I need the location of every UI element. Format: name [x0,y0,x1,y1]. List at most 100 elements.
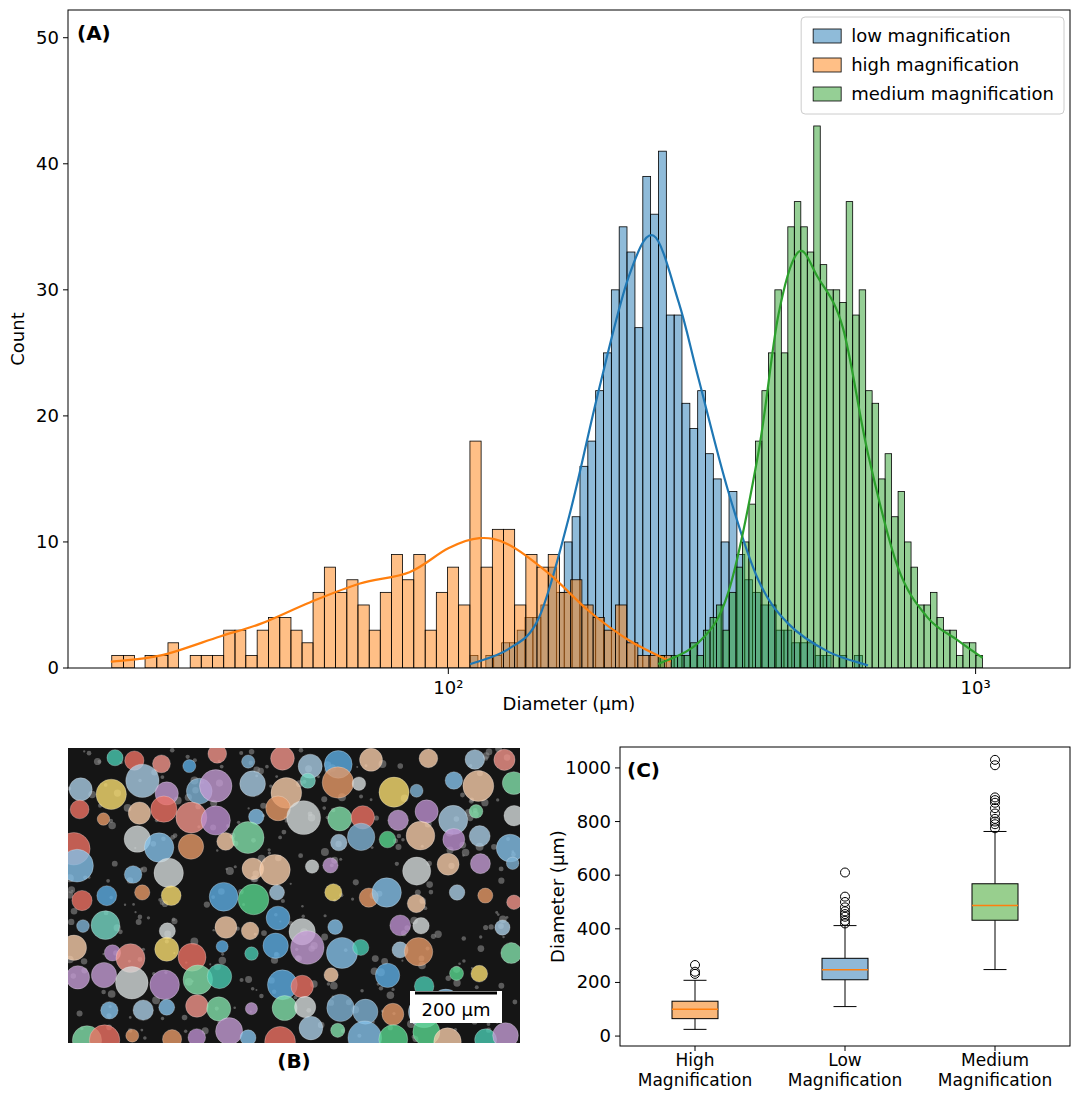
kde-line [658,251,982,664]
y-tick-label: 20 [36,405,59,426]
debris [239,751,243,755]
tick-label-line: High [675,1050,714,1070]
x-tick-label: 10³ [961,677,991,698]
debris [360,989,363,992]
particle [159,999,175,1015]
debris [356,766,358,768]
particle [266,906,290,930]
scale-bar-label: 200 µm [421,999,490,1020]
y-tick-label: 200 [577,971,611,992]
whisker [695,1019,696,1030]
whisker [695,980,696,1001]
particle [494,749,515,770]
histogram-bar [347,580,358,668]
histogram-bar [730,592,736,668]
debris [134,911,136,913]
debris [462,849,469,856]
debris [275,775,278,778]
y-tick-label: 0 [600,1025,611,1046]
debris [478,945,485,952]
debris [234,865,237,868]
particle [216,940,228,952]
particle [68,935,87,960]
box-group [672,961,718,1030]
y-tick [615,821,620,822]
histogram-bar [918,605,924,668]
particle [445,772,462,789]
histogram-bar [235,630,246,668]
particle [133,1000,153,1020]
histogram-bar [674,315,682,668]
median-line [972,905,1018,907]
particle [124,866,142,884]
particle [240,771,266,797]
particle [271,748,295,770]
particle [404,938,432,966]
histogram-series [470,151,862,668]
debris [172,917,176,921]
debris [225,868,227,870]
debris [213,929,215,931]
particle [434,1028,461,1043]
outlier [991,814,1000,823]
debris [129,1016,132,1019]
particle [471,965,488,982]
histogram-bar [627,252,635,668]
debris [431,934,436,939]
y-tick [63,289,68,290]
histogram-bar [515,605,526,668]
histogram-bar [698,391,706,668]
box-group [822,868,868,1007]
histogram-bar [866,391,872,668]
particle [241,922,259,940]
histogram-bar [911,567,917,668]
whisker-cap [834,1006,857,1007]
particle [331,1023,345,1037]
debris [124,904,126,906]
plot-area-a [111,126,983,668]
histogram-bar [788,227,795,668]
debris [94,758,101,765]
histogram-bar [859,290,865,668]
histogram-bar [447,567,458,668]
particle [347,823,374,850]
particle [260,855,291,886]
particle [215,916,237,938]
histogram-bar [560,592,571,668]
particle [265,1026,296,1043]
histogram-bar [212,655,223,668]
particle [406,821,435,850]
particle [379,1025,408,1043]
panel-label: (C) [627,758,660,782]
debris [498,983,504,989]
x-tick-label: HighMagnification [638,1050,752,1090]
particle [291,975,313,997]
debris [77,1010,83,1016]
median-line [822,969,868,971]
histogram-bar [892,517,898,668]
outlier [691,969,700,978]
box [972,884,1018,920]
debris [136,919,142,925]
debris [351,897,354,900]
box [822,958,868,979]
debris [161,1017,164,1020]
histogram-bar [846,202,852,668]
histogram-bar [658,151,666,668]
histogram-bar [201,655,212,668]
panel-label: (A) [77,21,111,45]
histogram-bar [684,655,690,668]
particle [403,857,431,885]
particle [291,931,325,965]
histogram-bar [313,592,324,668]
particle [465,750,485,770]
particle [331,834,348,851]
histogram-bar [335,592,346,668]
tick-label-line: Low [828,1050,862,1070]
debris [160,775,164,779]
debris [87,751,92,756]
tick-label-line: Magnification [638,1070,752,1090]
particle [372,878,401,907]
particle [216,1018,243,1043]
particle [155,937,179,961]
